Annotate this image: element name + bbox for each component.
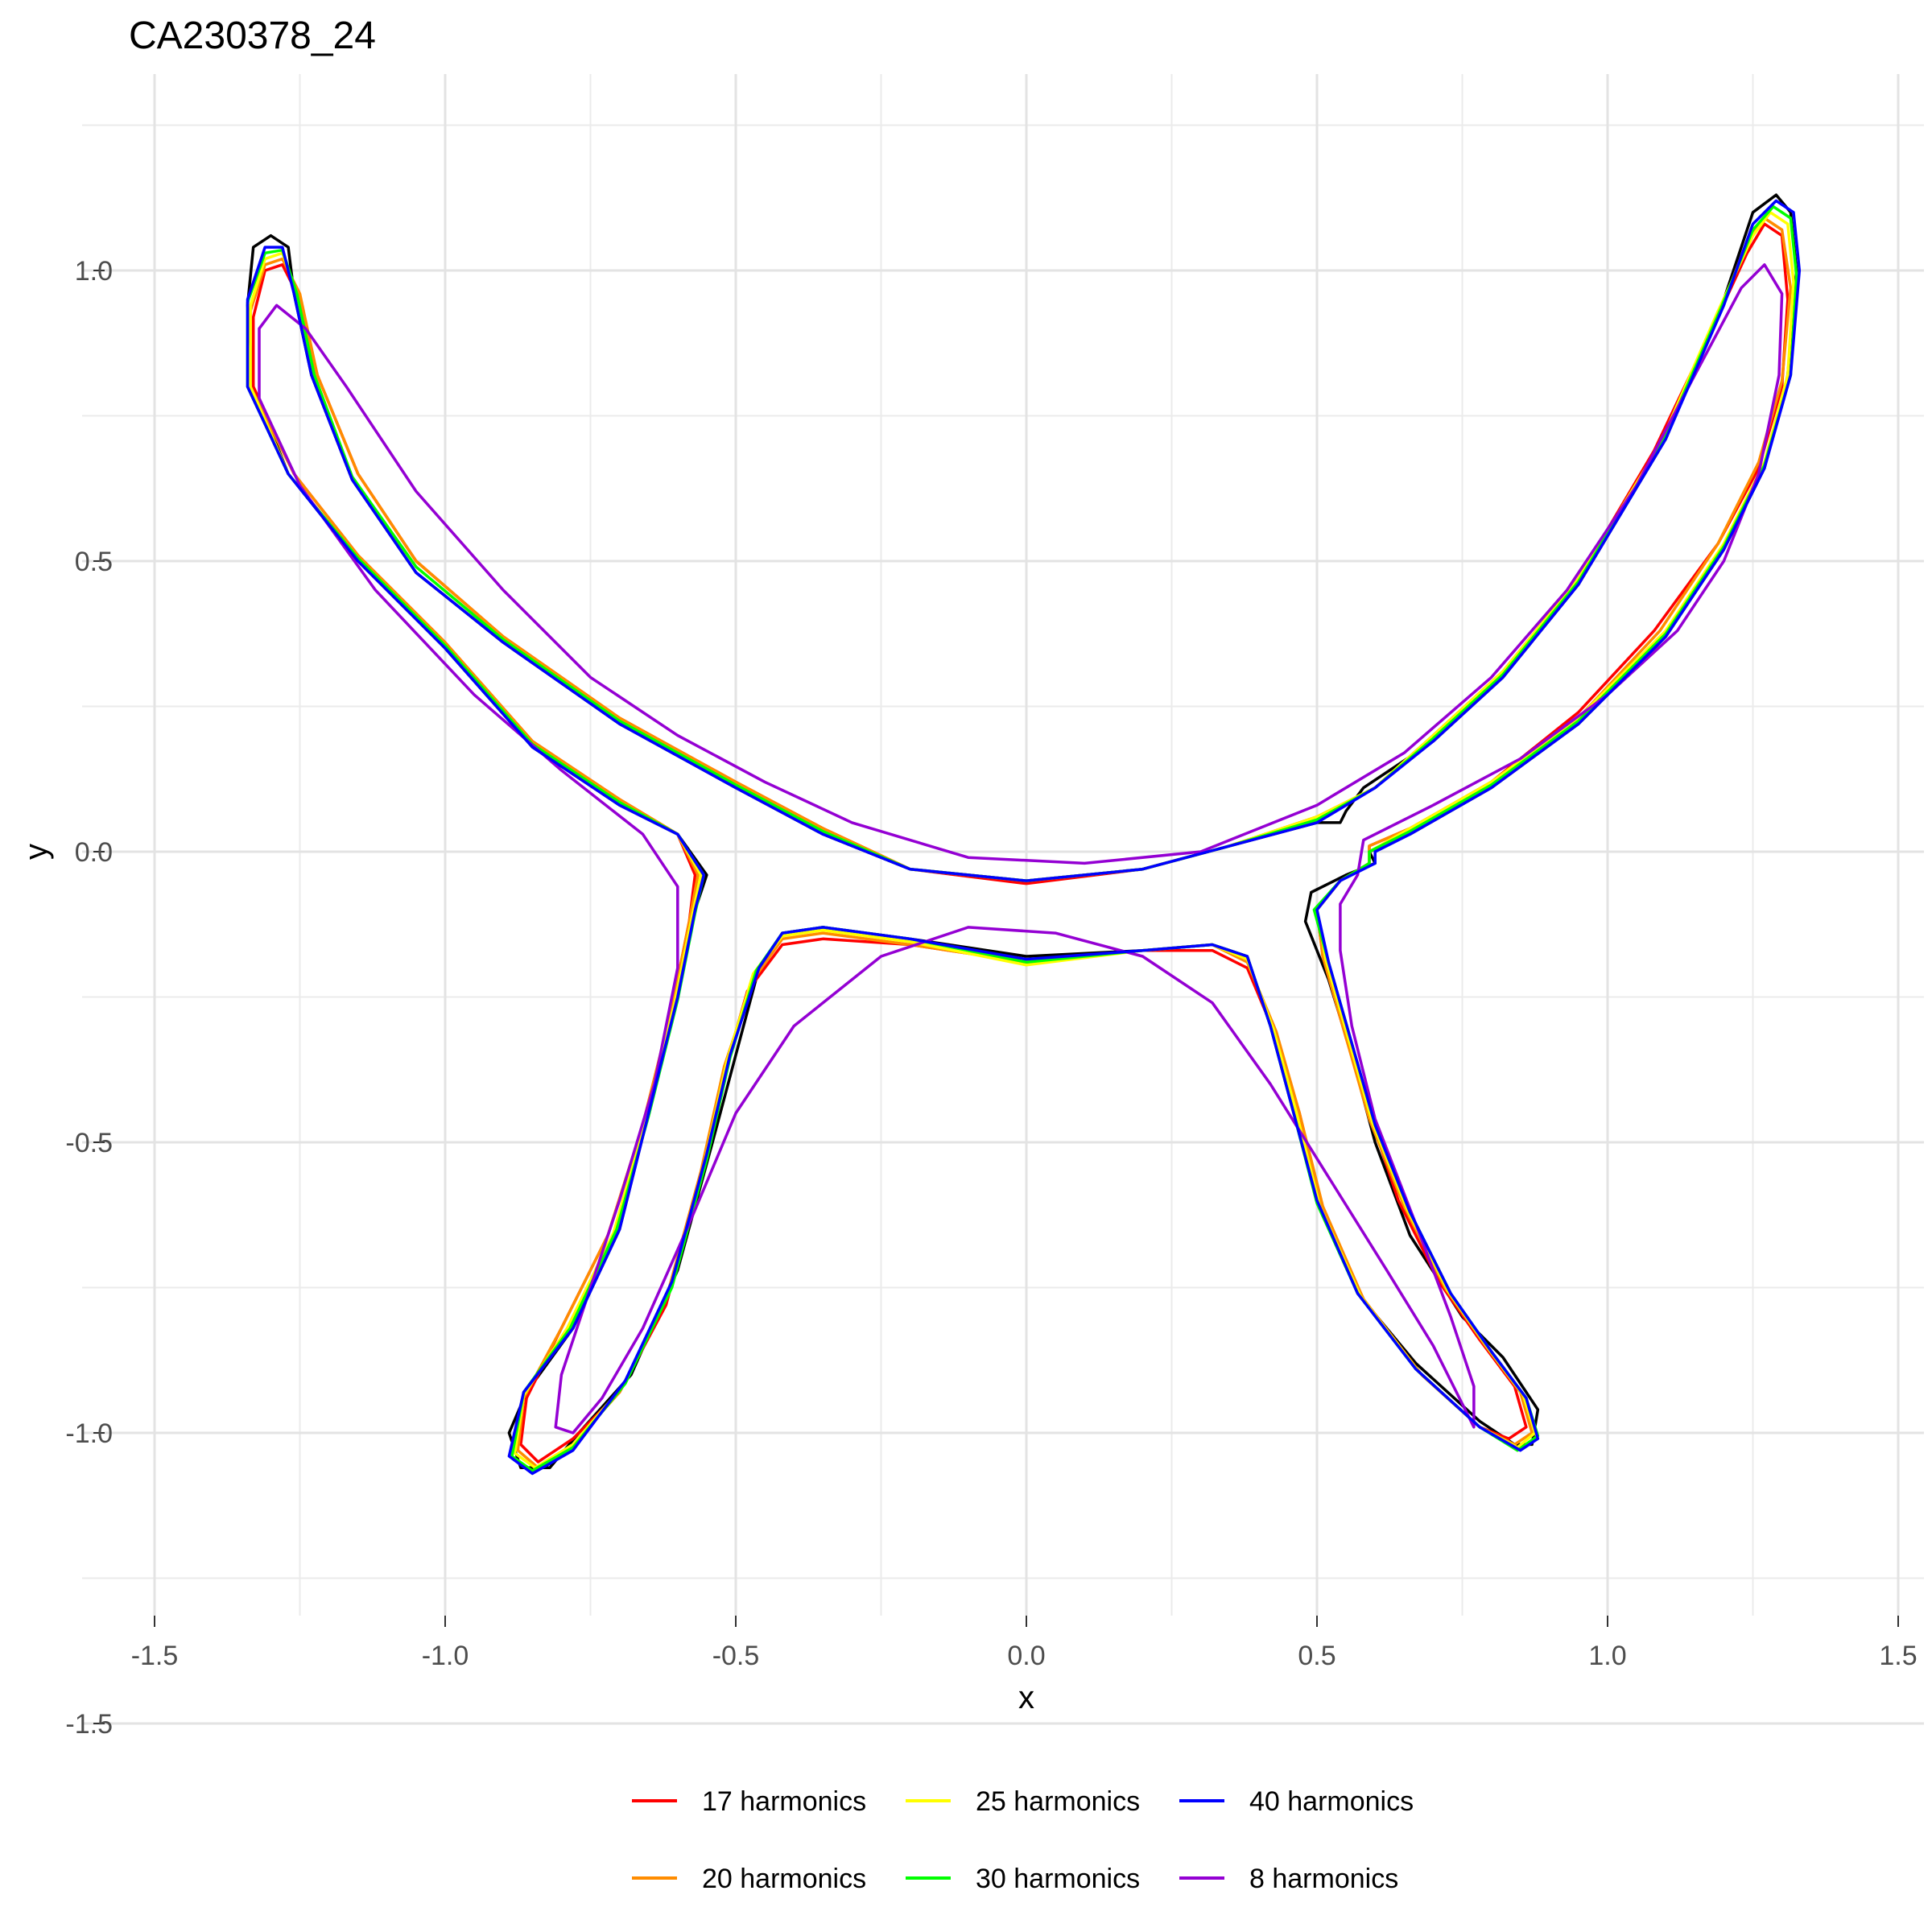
y-tick-label: 0.5: [75, 547, 113, 577]
y-tick-label: 1.0: [75, 256, 113, 287]
y-tick-label: 0.0: [75, 837, 113, 868]
x-tick-label: -1.5: [131, 1641, 179, 1671]
legend-label: 25 harmonics: [976, 1786, 1140, 1817]
legend-item-17-harmonics: 17 harmonics: [632, 1786, 866, 1817]
x-tick-label: 1.0: [1588, 1641, 1626, 1671]
legend-item-20-harmonics: 20 harmonics: [632, 1864, 866, 1894]
series-line-40-harmonics: [246, 199, 1802, 1476]
plot-lines: [246, 193, 1802, 1476]
y-tick-label: -0.5: [65, 1128, 113, 1158]
chart-title: CA230378_24: [129, 14, 376, 57]
legend-label: 20 harmonics: [702, 1864, 866, 1894]
legend-label: 8 harmonics: [1249, 1864, 1398, 1894]
x-tick-label: 0.5: [1298, 1641, 1335, 1671]
legend: 17 harmonics 20 harmonics 25 harmonics 30 h…: [632, 1786, 1414, 1894]
x-axis-title: x: [1018, 1680, 1034, 1715]
legend-item-8-harmonics: 8 harmonics: [1179, 1864, 1398, 1894]
x-tick-label: 0.0: [1007, 1641, 1045, 1671]
grid-major: [82, 74, 1924, 1725]
legend-label: 17 harmonics: [702, 1786, 866, 1817]
axis-ticks: [93, 270, 1899, 1724]
x-tick-label: -1.0: [422, 1641, 469, 1671]
grid-minor: [82, 74, 1924, 1616]
y-tick-label: -1.0: [65, 1418, 113, 1449]
legend-item-30-harmonics: 30 harmonics: [906, 1864, 1140, 1894]
legend-label: 40 harmonics: [1249, 1786, 1414, 1817]
legend-item-40-harmonics: 40 harmonics: [1179, 1786, 1414, 1817]
x-tick-label: 1.5: [1879, 1641, 1917, 1671]
legend-item-25-harmonics: 25 harmonics: [906, 1786, 1140, 1817]
x-tick-label: -0.5: [712, 1641, 760, 1671]
axis-tick-labels: -1.5 -1.0 -0.5 0.0 0.5 1.0 1.5 -1.5 -1.0 -0.5 0.0 0…: [65, 256, 1917, 1740]
series-line-8-harmonics: [258, 263, 1784, 1435]
y-axis-title: y: [19, 844, 54, 860]
y-tick-label: -1.5: [65, 1709, 113, 1740]
legend-label: 30 harmonics: [976, 1864, 1140, 1894]
